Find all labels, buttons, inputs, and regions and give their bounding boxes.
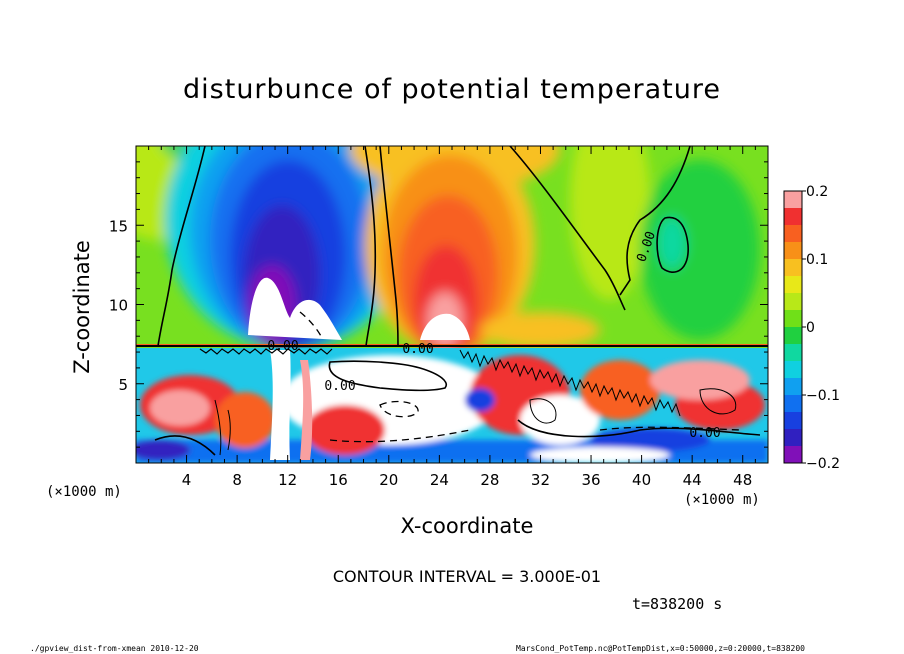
colorbar-tick-label: −0.1 — [806, 388, 840, 404]
colorbar-swatch — [784, 276, 802, 294]
colorbar-swatch — [784, 446, 802, 464]
contour-label: 0.00 — [324, 379, 355, 394]
heatmap-field — [136, 146, 768, 463]
x-tick-label: 36 — [581, 471, 600, 489]
x-axis-label: X-coordinate — [400, 514, 534, 538]
x-tick-label: 48 — [733, 471, 752, 489]
colorbar-swatch — [784, 208, 802, 226]
x-tick-label: 40 — [632, 471, 651, 489]
y-axis: 5 10 15 — [109, 145, 768, 464]
x-unit-label-left: (×1000 m) — [46, 484, 122, 500]
contour-interval-text: CONTOUR INTERVAL = 3.000E-01 — [332, 567, 602, 586]
x-tick-label: 24 — [430, 471, 449, 489]
x-tick-label: 12 — [278, 471, 297, 489]
colorbar-swatch — [784, 344, 802, 362]
colorbar-tick-label: −0.2 — [806, 456, 840, 472]
colorbar-tick-label: 0 — [806, 320, 815, 336]
y-tick-label: 5 — [118, 376, 128, 394]
chart-title: disturbunce of potential temperature — [183, 74, 721, 105]
colorbar-swatch — [784, 327, 802, 345]
colorbar-tick-label: 0.2 — [806, 184, 828, 200]
contour-label: 0.00 — [689, 426, 720, 441]
x-unit-label-right: (×1000 m) — [684, 492, 760, 508]
x-tick-label: 28 — [480, 471, 499, 489]
x-tick-label: 32 — [531, 471, 550, 489]
colorbar-swatch — [784, 191, 802, 209]
footer-right: MarsCond_PotTemp.nc@PotTempDist,x=0:5000… — [516, 644, 805, 653]
y-axis-label: Z-coordinate — [70, 240, 94, 374]
x-tick-label: 44 — [683, 471, 702, 489]
colorbar-swatch — [784, 259, 802, 277]
colorbar-swatch — [784, 293, 802, 311]
colorbar-swatch — [784, 225, 802, 243]
x-tick-label: 4 — [182, 471, 192, 489]
y-tick-label: 10 — [109, 297, 128, 315]
x-tick-label: 8 — [232, 471, 242, 489]
x-tick-label: 20 — [379, 471, 398, 489]
time-label: t=838200 s — [632, 595, 723, 613]
contour-label: 0.00 — [267, 339, 298, 354]
x-axis: 4 8 12 16 20 24 28 32 36 40 44 48 — [135, 146, 769, 489]
colorbar-swatch — [784, 310, 802, 328]
colorbar-swatch — [784, 395, 802, 413]
contour-label: 0.00 — [402, 342, 433, 357]
x-tick-label: 16 — [329, 471, 348, 489]
footer-left: ./gpview_dist-from-xmean 2010-12-20 — [30, 644, 199, 653]
colorbar: 0.2 0.1 0 −0.1 −0.2 — [783, 184, 840, 472]
y-tick-label: 15 — [109, 217, 128, 235]
colorbar-swatch — [784, 361, 802, 379]
colorbar-tick-label: 0.1 — [806, 252, 828, 268]
colorbar-swatch — [784, 378, 802, 396]
colorbar-swatch — [784, 242, 802, 260]
colorbar-swatch — [784, 429, 802, 447]
colorbar-swatch — [784, 412, 802, 430]
